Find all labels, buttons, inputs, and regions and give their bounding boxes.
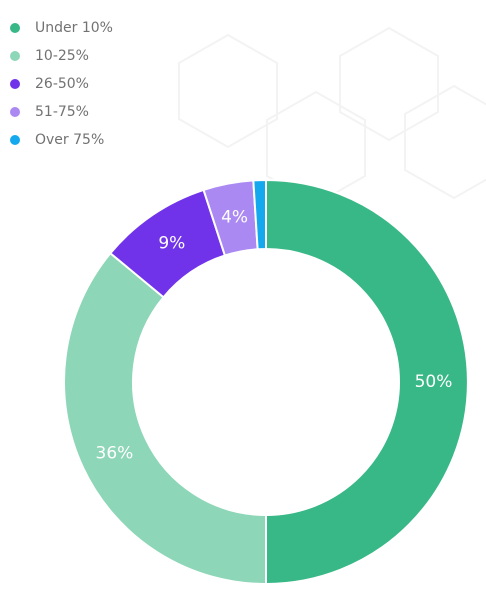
data-label-51-75: 4% xyxy=(221,207,248,227)
data-label-over-75: 1% xyxy=(253,258,272,272)
legend-item-under-10[interactable]: Under 10% xyxy=(10,14,180,42)
data-label-10-25: 36% xyxy=(96,443,134,463)
legend-swatch-over-75 xyxy=(10,135,20,145)
legend-swatch-under-10 xyxy=(10,23,20,33)
legend-label-under-10: Under 10% xyxy=(35,20,113,36)
data-label-26-50: 9% xyxy=(158,233,185,253)
legend-label-51-75: 51-75% xyxy=(35,104,89,120)
legend-item-26-50[interactable]: 26-50% xyxy=(10,70,180,98)
legend-item-51-75[interactable]: 51-75% xyxy=(10,98,180,126)
legend-item-10-25[interactable]: 10-25% xyxy=(10,42,180,70)
legend-swatch-10-25 xyxy=(10,51,20,61)
legend-swatch-26-50 xyxy=(10,79,20,89)
donut-slice-10-25[interactable] xyxy=(63,251,267,586)
legend-swatch-51-75 xyxy=(10,107,20,117)
legend-label-26-50: 26-50% xyxy=(35,76,89,92)
donut-slice-over-75[interactable] xyxy=(252,178,267,251)
donut-slice-under-10[interactable] xyxy=(265,178,469,586)
legend-label-over-75: Over 75% xyxy=(35,132,105,148)
legend-item-over-75[interactable]: Over 75% xyxy=(10,126,180,154)
legend-label-10-25: 10-25% xyxy=(35,48,89,64)
donut-data-labels: 50% 36% 9% 4% 1% xyxy=(96,207,453,463)
data-label-under-10: 50% xyxy=(415,372,453,392)
chart-legend: Under 10% 10-25% 26-50% 51-75% Over 75% xyxy=(10,14,180,154)
donut-slices xyxy=(63,178,469,586)
